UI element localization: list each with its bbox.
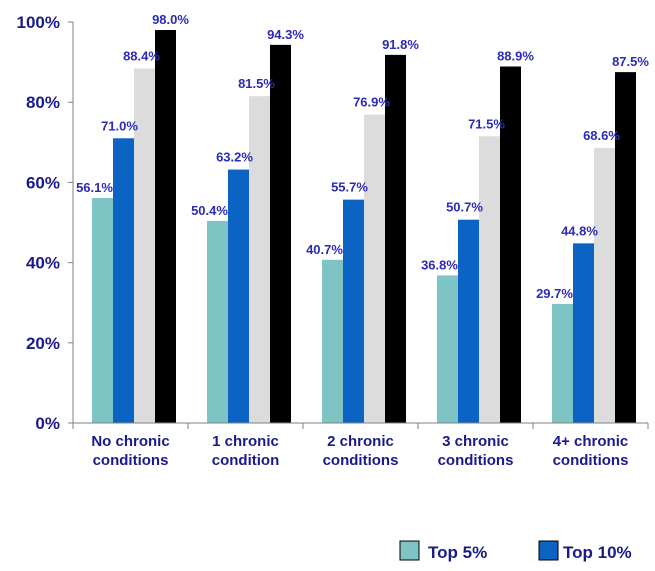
bar-value-label: 76.9% xyxy=(353,95,390,110)
bar-value-label: 29.7% xyxy=(536,286,573,301)
legend-label: Top 10% xyxy=(563,543,632,562)
bar-value-label: 40.7% xyxy=(306,242,343,257)
legend-swatch xyxy=(538,540,559,561)
bar xyxy=(134,68,155,424)
y-tick-label: 100% xyxy=(17,13,60,32)
bar xyxy=(343,199,364,423)
bar xyxy=(228,169,249,423)
bar xyxy=(270,44,291,424)
bar xyxy=(573,243,594,423)
bar-value-label: 98.0% xyxy=(152,12,189,27)
bar-value-label: 63.2% xyxy=(216,150,253,165)
bar xyxy=(552,303,573,423)
bar-value-label: 36.8% xyxy=(421,257,458,272)
bar-value-label: 88.9% xyxy=(497,49,534,64)
bar-value-label: 88.4% xyxy=(123,49,160,64)
bar-value-label: 81.5% xyxy=(238,76,275,91)
bar xyxy=(594,147,615,423)
legend: Top 5% Top 10% xyxy=(399,540,632,562)
bar-value-label: 71.5% xyxy=(468,116,505,131)
bar xyxy=(322,259,343,423)
bar-value-label: 50.7% xyxy=(446,200,483,215)
category-label: 2 chronic conditions xyxy=(323,433,399,469)
bar xyxy=(92,198,113,423)
bar-value-label: 94.3% xyxy=(267,27,304,42)
y-tick-label: 40% xyxy=(26,254,60,273)
bar xyxy=(479,136,500,423)
bar xyxy=(113,138,134,424)
category-label: 4+ chronic conditions xyxy=(553,433,629,469)
bar-value-label: 71.0% xyxy=(101,118,138,133)
bar-value-label: 87.5% xyxy=(612,54,649,69)
y-tick-label: 60% xyxy=(26,173,60,192)
category-label: 1 chronic condition xyxy=(212,433,280,469)
y-tick-label: 80% xyxy=(26,93,60,112)
legend-label: Top 5% xyxy=(428,543,487,562)
category-label: 3 chronic conditions xyxy=(438,433,514,469)
axes xyxy=(72,22,649,429)
x-axis-categories: No chronic conditions 1 chronic condition 2 … xyxy=(91,433,628,469)
bar xyxy=(500,66,521,424)
bar-value-label: 68.6% xyxy=(583,128,620,143)
bar-value-label: 56.1% xyxy=(76,180,113,195)
bar-value-label: 55.7% xyxy=(331,180,368,195)
y-tick-label: 0% xyxy=(35,414,60,433)
bar xyxy=(615,72,636,423)
category-label: No chronic conditions xyxy=(91,433,169,469)
data-labels: 56.1% 50.4% 40.7% 36.8% 29.7% 71.0% 63.2% 55.7%… xyxy=(76,12,649,301)
bar xyxy=(385,54,406,424)
bar xyxy=(437,275,458,423)
bar xyxy=(155,30,176,424)
legend-swatch xyxy=(399,540,420,561)
bar xyxy=(364,114,385,424)
bar-value-label: 91.8% xyxy=(382,37,419,52)
bar xyxy=(458,219,479,423)
bar xyxy=(207,220,228,423)
bar-value-label: 50.4% xyxy=(191,203,228,218)
bars xyxy=(92,30,636,424)
y-axis-ticks: 0% 20% 40% 60% 80% 100% xyxy=(17,13,73,433)
bar xyxy=(249,96,270,423)
bar-value-label: 44.8% xyxy=(561,223,598,238)
y-tick-label: 20% xyxy=(26,334,60,353)
